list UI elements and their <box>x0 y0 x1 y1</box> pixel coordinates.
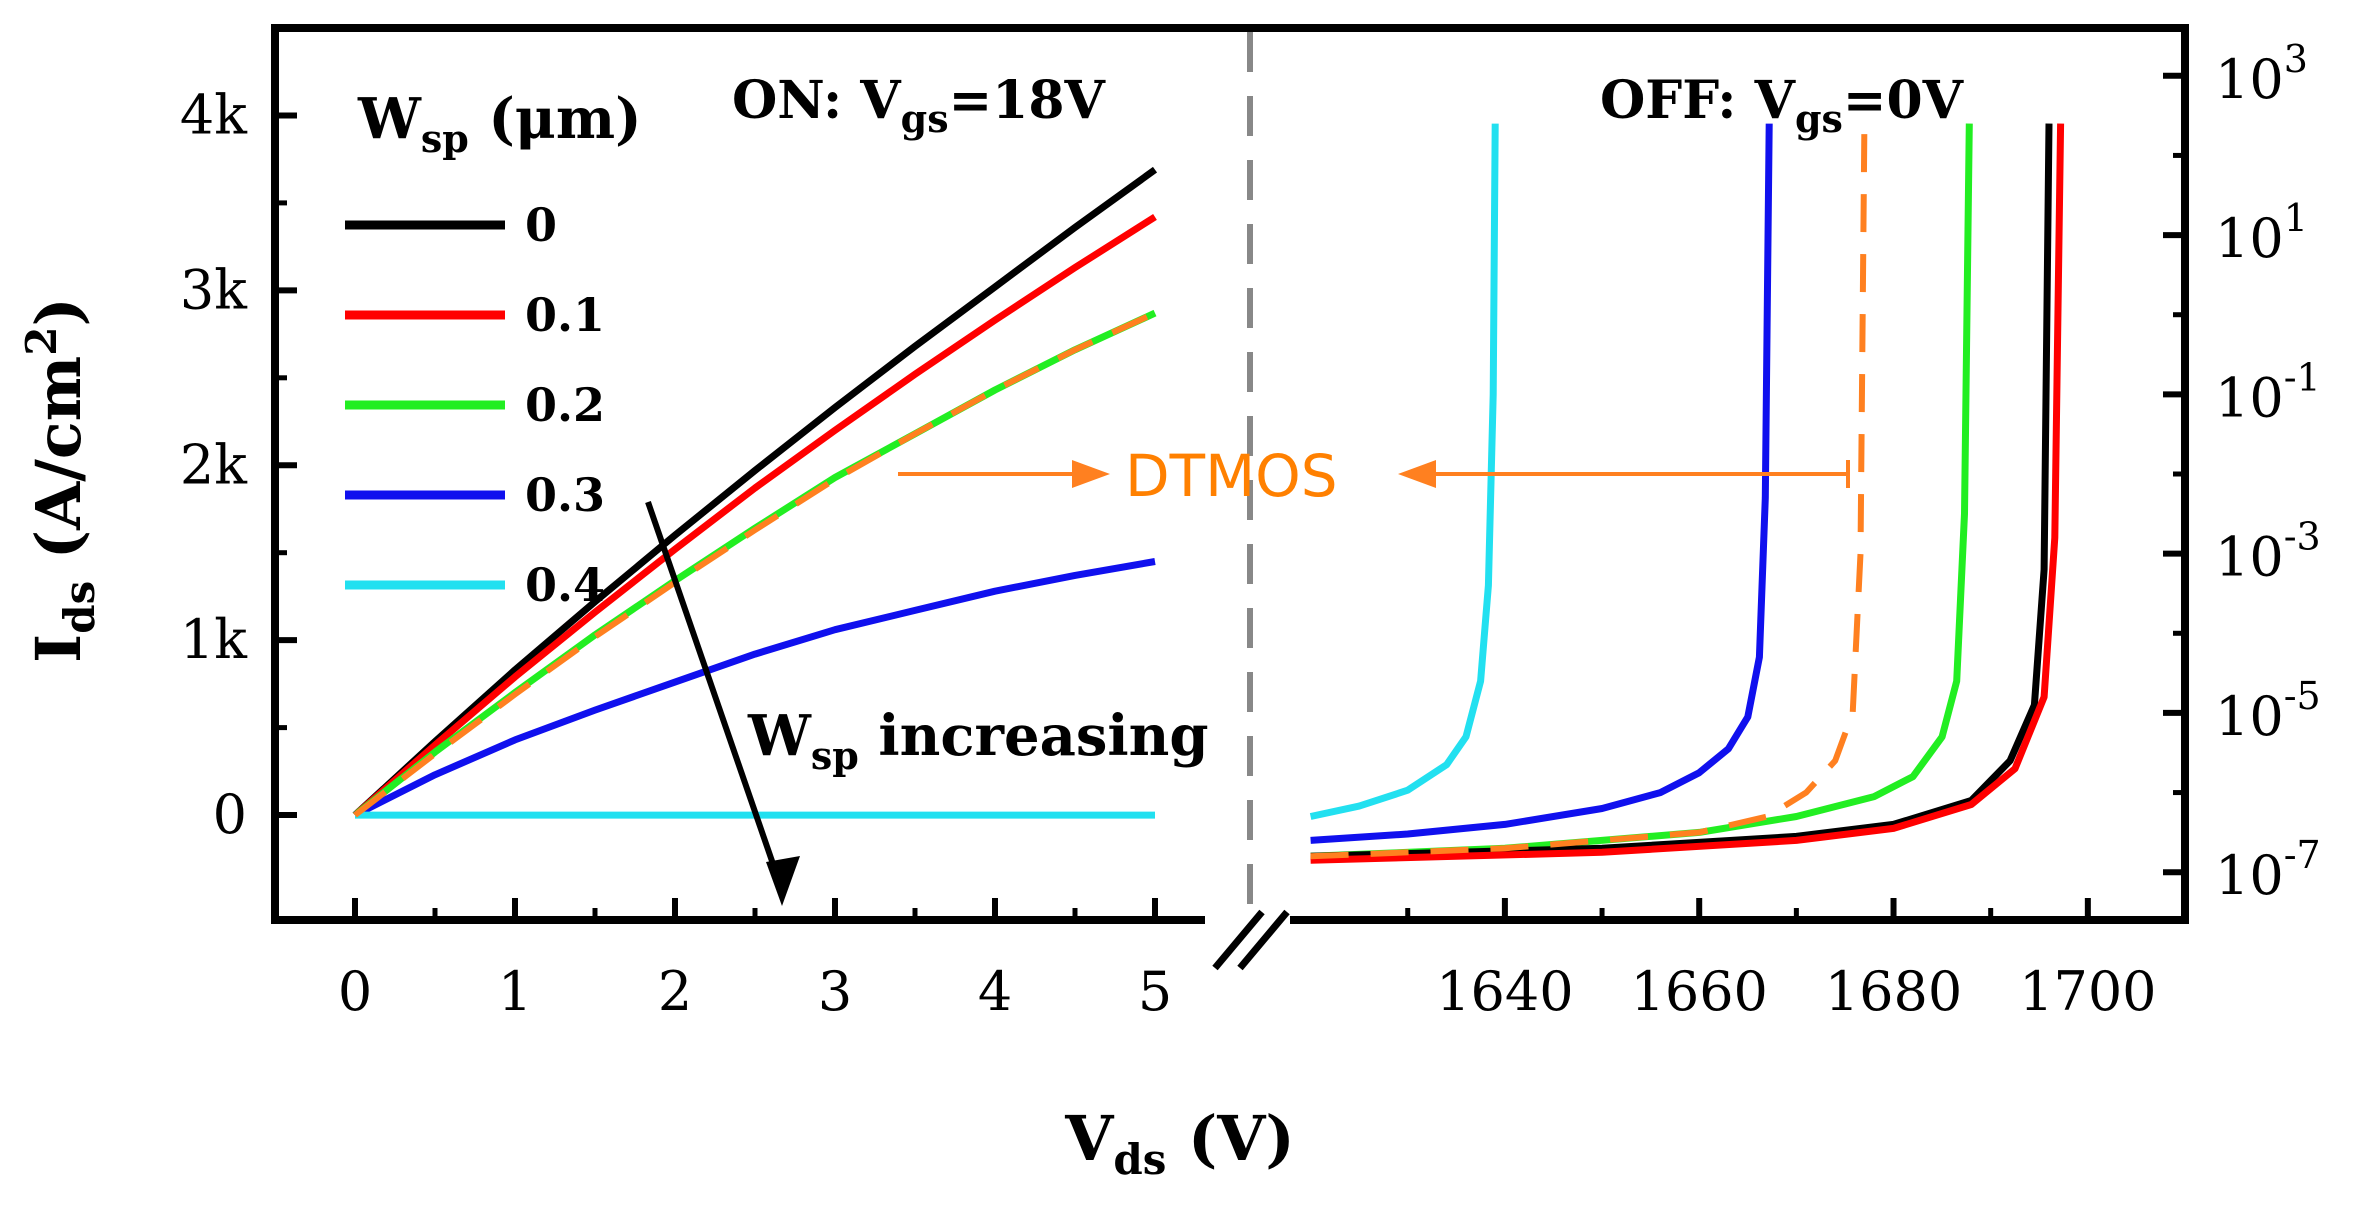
on-ytick-label-2k: 2k <box>180 433 248 496</box>
off-xtick-label-1680: 1680 <box>1825 960 1962 1023</box>
dtmos-arrow-left-head <box>1072 460 1110 488</box>
trend-label: Wsp increasing <box>747 703 1209 778</box>
off-series-0.1 <box>1310 123 2065 864</box>
axis-break-mark-2 <box>1237 909 1290 971</box>
off-series-0.2 <box>1310 123 1973 860</box>
on-ytick-label-3k: 3k <box>180 258 248 321</box>
axis-break-mark-1 <box>1212 909 1265 971</box>
trend-arrow-shaft <box>645 501 785 891</box>
on-ytick-label-1k: 1k <box>180 608 248 671</box>
off-series-0.3 <box>1310 123 1773 844</box>
legend-label-0: 0 <box>525 198 557 252</box>
plot-frame: 0 1 2 3 4 5 0 1k 2k 3k 4k 1640 1660 1680 1700 10-7 10-5 1… <box>180 24 2321 1023</box>
axis-break-gap <box>1205 910 1290 930</box>
trend-annotation: Wsp increasing <box>645 501 1209 906</box>
on-series-DTMOS <box>353 310 1157 818</box>
y-axis-title: Ids (A/cm2) <box>17 297 104 663</box>
on-series-0.3 <box>353 558 1156 819</box>
dtmos-arrow-right-head <box>1398 460 1436 488</box>
off-panel <box>1309 123 2065 864</box>
legend-label-0.4: 0.4 <box>525 558 605 612</box>
legend-label-0.1: 0.1 <box>525 288 605 342</box>
dtmos-annotation: DTMOS <box>898 442 1850 510</box>
off-ytick-label--7: 10-7 <box>2215 833 2321 907</box>
dtmos-label: DTMOS <box>1125 442 1338 510</box>
on-xtick-label-4: 4 <box>978 960 1012 1023</box>
on-xtick-label-0: 0 <box>338 960 372 1023</box>
off-panel-label: OFF: Vgs=0V <box>1600 70 1965 141</box>
on-xtick-label-1: 1 <box>498 960 532 1023</box>
off-ytick-label--5: 10-5 <box>2215 674 2321 748</box>
x-axis-title: Vds (V) <box>1064 1102 1294 1184</box>
off-xtick-label-1660: 1660 <box>1630 960 1767 1023</box>
off-series-DTMOS <box>1310 123 1868 860</box>
off-xtick-label-1700: 1700 <box>2019 960 2156 1023</box>
on-panel-label: ON: Vgs=18V <box>732 70 1107 141</box>
on-series-0 <box>352 166 1158 818</box>
on-xtick-label-5: 5 <box>1138 960 1172 1023</box>
off-ytick-label--1: 10-1 <box>2215 355 2321 429</box>
trend-arrow-head <box>766 856 800 906</box>
off-ytick-label-1: 101 <box>2215 196 2308 270</box>
legend: Wsp (μm) 0 0.1 0.2 0.3 0.4 <box>345 86 642 612</box>
legend-label-0.3: 0.3 <box>525 468 605 522</box>
off-xtick-label-1640: 1640 <box>1436 960 1573 1023</box>
on-ytick-label-4k: 4k <box>180 83 248 146</box>
on-ytick-label-0: 0 <box>213 783 247 846</box>
on-series-0.1 <box>352 213 1157 818</box>
on-xtick-label-2: 2 <box>658 960 692 1023</box>
legend-title: Wsp (μm) <box>357 86 642 161</box>
on-xtick-label-3: 3 <box>818 960 852 1023</box>
off-ytick-label-3: 103 <box>2215 37 2308 111</box>
off-series-0.4 <box>1309 123 1499 820</box>
legend-label-0.2: 0.2 <box>525 378 605 432</box>
off-ytick-label--3: 10-3 <box>2215 515 2321 589</box>
